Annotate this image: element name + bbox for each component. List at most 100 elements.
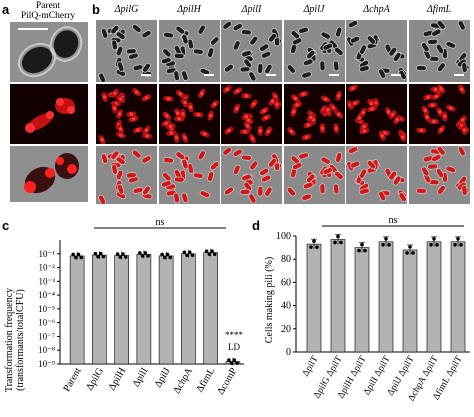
data-point [98, 251, 103, 256]
mcherry-image [96, 84, 157, 144]
merge-image [346, 146, 407, 204]
data-point [204, 249, 209, 253]
y-tick-label: 10⁻⁴ [38, 290, 55, 300]
data-point [76, 252, 81, 257]
x-tick-label: ΔpilG [84, 366, 106, 392]
y-tick-label: 10⁻⁸ [38, 345, 55, 355]
bar [426, 241, 442, 353]
panel-a-letter: a [2, 2, 10, 17]
y-tick-label: 40 [281, 301, 291, 312]
data-point [235, 361, 239, 365]
y-tick-label: 10⁻⁶ [38, 318, 55, 328]
data-point [96, 254, 100, 259]
data-point [453, 243, 457, 247]
data-point [160, 252, 164, 257]
bar [114, 255, 129, 365]
data-point [232, 358, 237, 362]
scale-bar [18, 28, 48, 30]
panel-c-significance: **** [225, 330, 244, 340]
panel-a-title-line1: Parent [35, 1, 61, 11]
panel-a-merge-image [10, 146, 88, 202]
phase-contrast-image [408, 20, 470, 82]
data-point [309, 245, 313, 249]
data-point [207, 252, 212, 256]
panel-a-phase-image [10, 22, 88, 82]
bar [378, 241, 394, 353]
data-point [123, 255, 128, 259]
x-tick-label: ΔchpA [171, 365, 195, 396]
data-point [101, 254, 106, 259]
data-point [163, 255, 167, 260]
y-tick-label: 80 [281, 254, 291, 265]
data-point [121, 252, 125, 256]
scale-bar [203, 74, 214, 76]
data-point [229, 361, 234, 365]
y-tick-label: 10⁻⁵ [38, 304, 55, 314]
data-point [212, 252, 217, 256]
y-tick-label: 100 [276, 231, 291, 242]
data-point [339, 240, 343, 245]
data-point [387, 243, 391, 247]
phase-contrast-image [221, 20, 282, 82]
data-point [405, 251, 409, 255]
data-point [336, 234, 340, 239]
phase-contrast-image [96, 20, 157, 82]
phase-contrast-image [346, 20, 407, 82]
merge-image [158, 146, 220, 204]
data-point [71, 252, 75, 257]
y-tick-label: 10⁻⁹ [38, 359, 55, 369]
data-point [384, 237, 388, 241]
panel-d-letter: d [252, 218, 260, 233]
data-point [432, 237, 436, 241]
bar [402, 249, 418, 353]
data-point [93, 251, 98, 256]
merge-image [283, 146, 345, 204]
data-point [168, 255, 173, 260]
bar [69, 255, 85, 365]
merge-image [221, 146, 282, 204]
y-tick-label: 20 [281, 324, 291, 335]
scale-bar [141, 74, 151, 76]
data-point [190, 253, 195, 258]
panel-d-ns: ns [389, 218, 398, 226]
bar [203, 252, 218, 365]
x-tick-label: ΔpilI [131, 366, 151, 389]
x-tick-label: ΔcomP [215, 366, 239, 397]
scale-bar [453, 74, 464, 76]
panel-c-ld: LD [228, 342, 240, 352]
phase-contrast-image [158, 20, 220, 82]
data-point [182, 250, 187, 255]
data-point [381, 243, 385, 247]
data-point [456, 237, 460, 241]
data-point [411, 251, 415, 255]
mcherry-image [283, 84, 345, 144]
scale-bar [391, 74, 401, 76]
data-point [459, 243, 463, 247]
y-tick-label: 10⁻¹ [39, 249, 56, 259]
data-point [435, 243, 439, 247]
data-point [429, 243, 433, 247]
data-point [118, 255, 123, 259]
column-label: ΔchpA [363, 4, 390, 15]
bar [330, 239, 346, 353]
data-point [138, 251, 142, 255]
column-label: ΔpilJ [303, 4, 325, 15]
panel-a-mcherry-image [10, 84, 88, 144]
column-label: ΔpilI [241, 4, 262, 15]
bar [354, 247, 370, 353]
scale-bar [328, 74, 339, 76]
panel-a-title: Parent PilQ-mCherry [12, 1, 84, 21]
data-point [312, 239, 316, 243]
x-tick-label: ΔpilJ [153, 366, 173, 390]
data-point [210, 249, 214, 253]
bar [158, 255, 174, 365]
panel-c-ylabel-line2: (transformants/totalCFU) [15, 289, 26, 391]
panel-d-bars [306, 234, 466, 353]
data-point [333, 240, 337, 245]
data-point [227, 358, 231, 362]
column-label: ΔfimL [426, 4, 452, 15]
data-point [140, 254, 145, 258]
panel-d-chart: Cells making pili (%) 0 20 40 60 80 100 ns Δp… [264, 218, 470, 403]
panel-c-ylabel-line1: Transformation frequency [4, 288, 15, 392]
